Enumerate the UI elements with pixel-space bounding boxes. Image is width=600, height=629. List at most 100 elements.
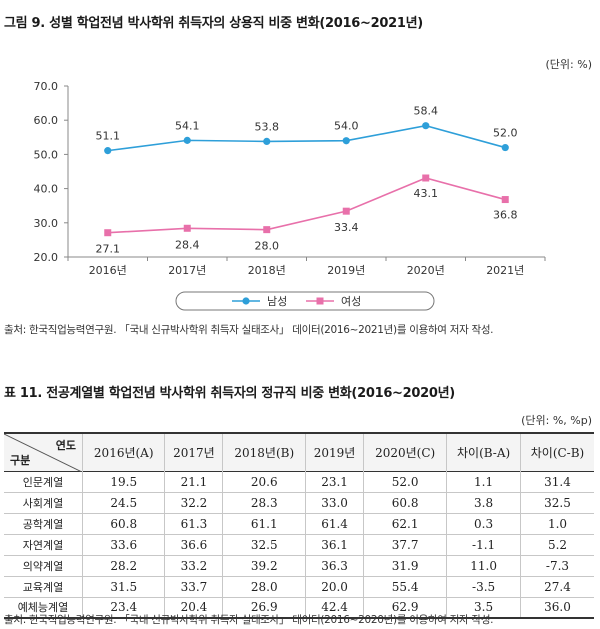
figure-source: 출처: 한국직업능력연구원. 「국내 신규박사학위 취득자 실태조사」 데이터(… [4,324,494,336]
table-cell: 3.8 [446,492,521,513]
table-cell: 19.5 [81,471,165,492]
data-table: 연도 구분 2016년(A) 2017년 2018년(B) 2019년 2020년(C)… [4,432,594,619]
series-line-female [107,177,506,234]
data-point [104,147,112,155]
data-point [501,196,509,204]
row-label: 의약계열 [22,559,64,573]
data-label: 53.8 [255,120,280,133]
table-cell: 32.5 [222,534,306,555]
table-cell: 27.4 [519,576,594,597]
table-cell: 55.4 [363,576,447,597]
table-cell: -3.5 [446,576,521,597]
data-label: 54.0 [334,120,359,133]
table-cell: 33.0 [305,492,364,513]
data-point [422,174,430,182]
table-cell: 37.7 [363,534,447,555]
column-header: 2018년(B) [222,433,306,471]
table-cell: 62.1 [363,513,447,534]
data-point [183,224,191,232]
data-label: 51.1 [96,130,121,143]
table-cell: 31.9 [363,555,447,576]
y-tick-label: 70.0 [34,80,59,93]
data-point [263,226,271,234]
table-cell: 0.3 [446,513,521,534]
row-label: 사회계열 [22,496,64,510]
table-cell: 31.4 [519,471,594,492]
table-cell: 32.2 [164,492,223,513]
y-tick-label: 50.0 [34,148,59,161]
table-cell: -7.3 [519,555,594,576]
table-row: 사회계열 24.5 32.2 28.3 33.0 60.8 3.8 32.5 [4,492,594,513]
column-header: 2017년 [164,433,223,471]
table-cell: 28.3 [222,492,306,513]
table-title: 표 11. 전공계열별 학업전념 박사학위 취득자의 정규직 비중 변화(201… [4,386,455,401]
column-header: 2020년(C) [363,433,447,471]
series-line-male [107,124,506,152]
legend-label: 남성 [267,295,287,308]
table-cell: 61.1 [222,513,306,534]
data-point [183,136,191,144]
figure-title: 그림 9. 성별 학업전념 박사학위 취득자의 상용직 비중 변화(2016~2… [4,16,423,31]
table-cell: 33.6 [81,534,165,555]
x-tick-label: 2019년 [327,264,365,277]
table-cell: 31.5 [81,576,165,597]
table-cell: 1.1 [446,471,521,492]
line-chart: 20.0 30.0 40.0 50.0 60.0 70.0 2016년 2017년 2018년 2… [34,80,546,311]
row-label: 예체능계열 [17,601,69,615]
legend-box [175,291,435,311]
data-label: 28.4 [175,238,200,251]
x-tick-label: 2018년 [248,264,286,277]
column-header: 차이(C-B) [519,433,594,471]
table-cell: 60.8 [363,492,447,513]
table-cell: 36.0 [519,597,594,618]
data-point [263,137,271,146]
y-tick-label: 40.0 [34,183,59,196]
legend-marker [316,297,324,305]
column-header: 차이(B-A) [446,433,521,471]
table-cell: 5.2 [519,534,594,555]
data-label: 27.1 [96,243,121,256]
table-row: 교육계열 31.5 33.7 28.0 20.0 55.4 -3.5 27.4 [4,576,594,597]
column-header: 2019년 [305,433,364,471]
table-cell: 32.5 [519,492,594,513]
table-cell: 39.2 [222,555,306,576]
data-point [422,122,430,130]
table-row: 의약계열 28.2 33.2 39.2 36.3 31.9 11.0 -7.3 [4,555,594,576]
data-point [342,207,350,215]
x-tick-label: 2016년 [89,264,127,277]
table-cell: 11.0 [446,555,521,576]
table-cell: 3.5 [446,597,521,618]
table-source: 출처: 한국직업능력연구원. 「국내 신규박사학위 취득자 실태조사」 데이터(… [4,614,494,626]
data-label: 28.0 [255,240,280,253]
table-cell: 36.3 [305,555,364,576]
table-cell: 52.0 [363,471,447,492]
legend-label: 여성 [341,295,361,308]
table-cell: 33.7 [164,576,223,597]
corner-label-category: 구분 [10,453,31,467]
legend-marker [242,297,250,305]
y-tick-label: 20.0 [34,251,59,264]
data-label: 54.1 [175,119,200,132]
table-cell: 36.6 [164,534,223,555]
data-label: 52.0 [493,127,518,140]
data-label: 33.4 [334,221,359,234]
table-cell: 28.2 [81,555,165,576]
row-label: 인문계열 [22,475,64,489]
table-cell: 1.0 [519,513,594,534]
table-cell: 26.9 [222,597,306,618]
y-tick-label: 30.0 [34,217,59,230]
table-cell: 23.1 [305,471,364,492]
table-body: 인문계열 19.5 21.1 20.6 23.1 52.0 1.1 31.4 사회계열 24.5 3… [4,471,594,618]
corner-header-cell: 연도 구분 [4,433,83,472]
table-cell: 61.4 [305,513,364,534]
data-label: 43.1 [414,187,439,200]
data-label: 58.4 [414,105,439,118]
table-row: 자연계열 33.6 36.6 32.5 36.1 37.7 -1.1 5.2 [4,534,594,555]
y-tick-label: 60.0 [34,114,59,127]
data-label: 36.8 [493,209,518,222]
row-label: 자연계열 [22,538,64,552]
table-cell: 33.2 [164,555,223,576]
table-header-row: 연도 구분 2016년(A) 2017년 2018년(B) 2019년 2020년(C)… [4,433,594,472]
table-cell: 36.1 [305,534,364,555]
table-cell: 24.5 [81,492,165,513]
